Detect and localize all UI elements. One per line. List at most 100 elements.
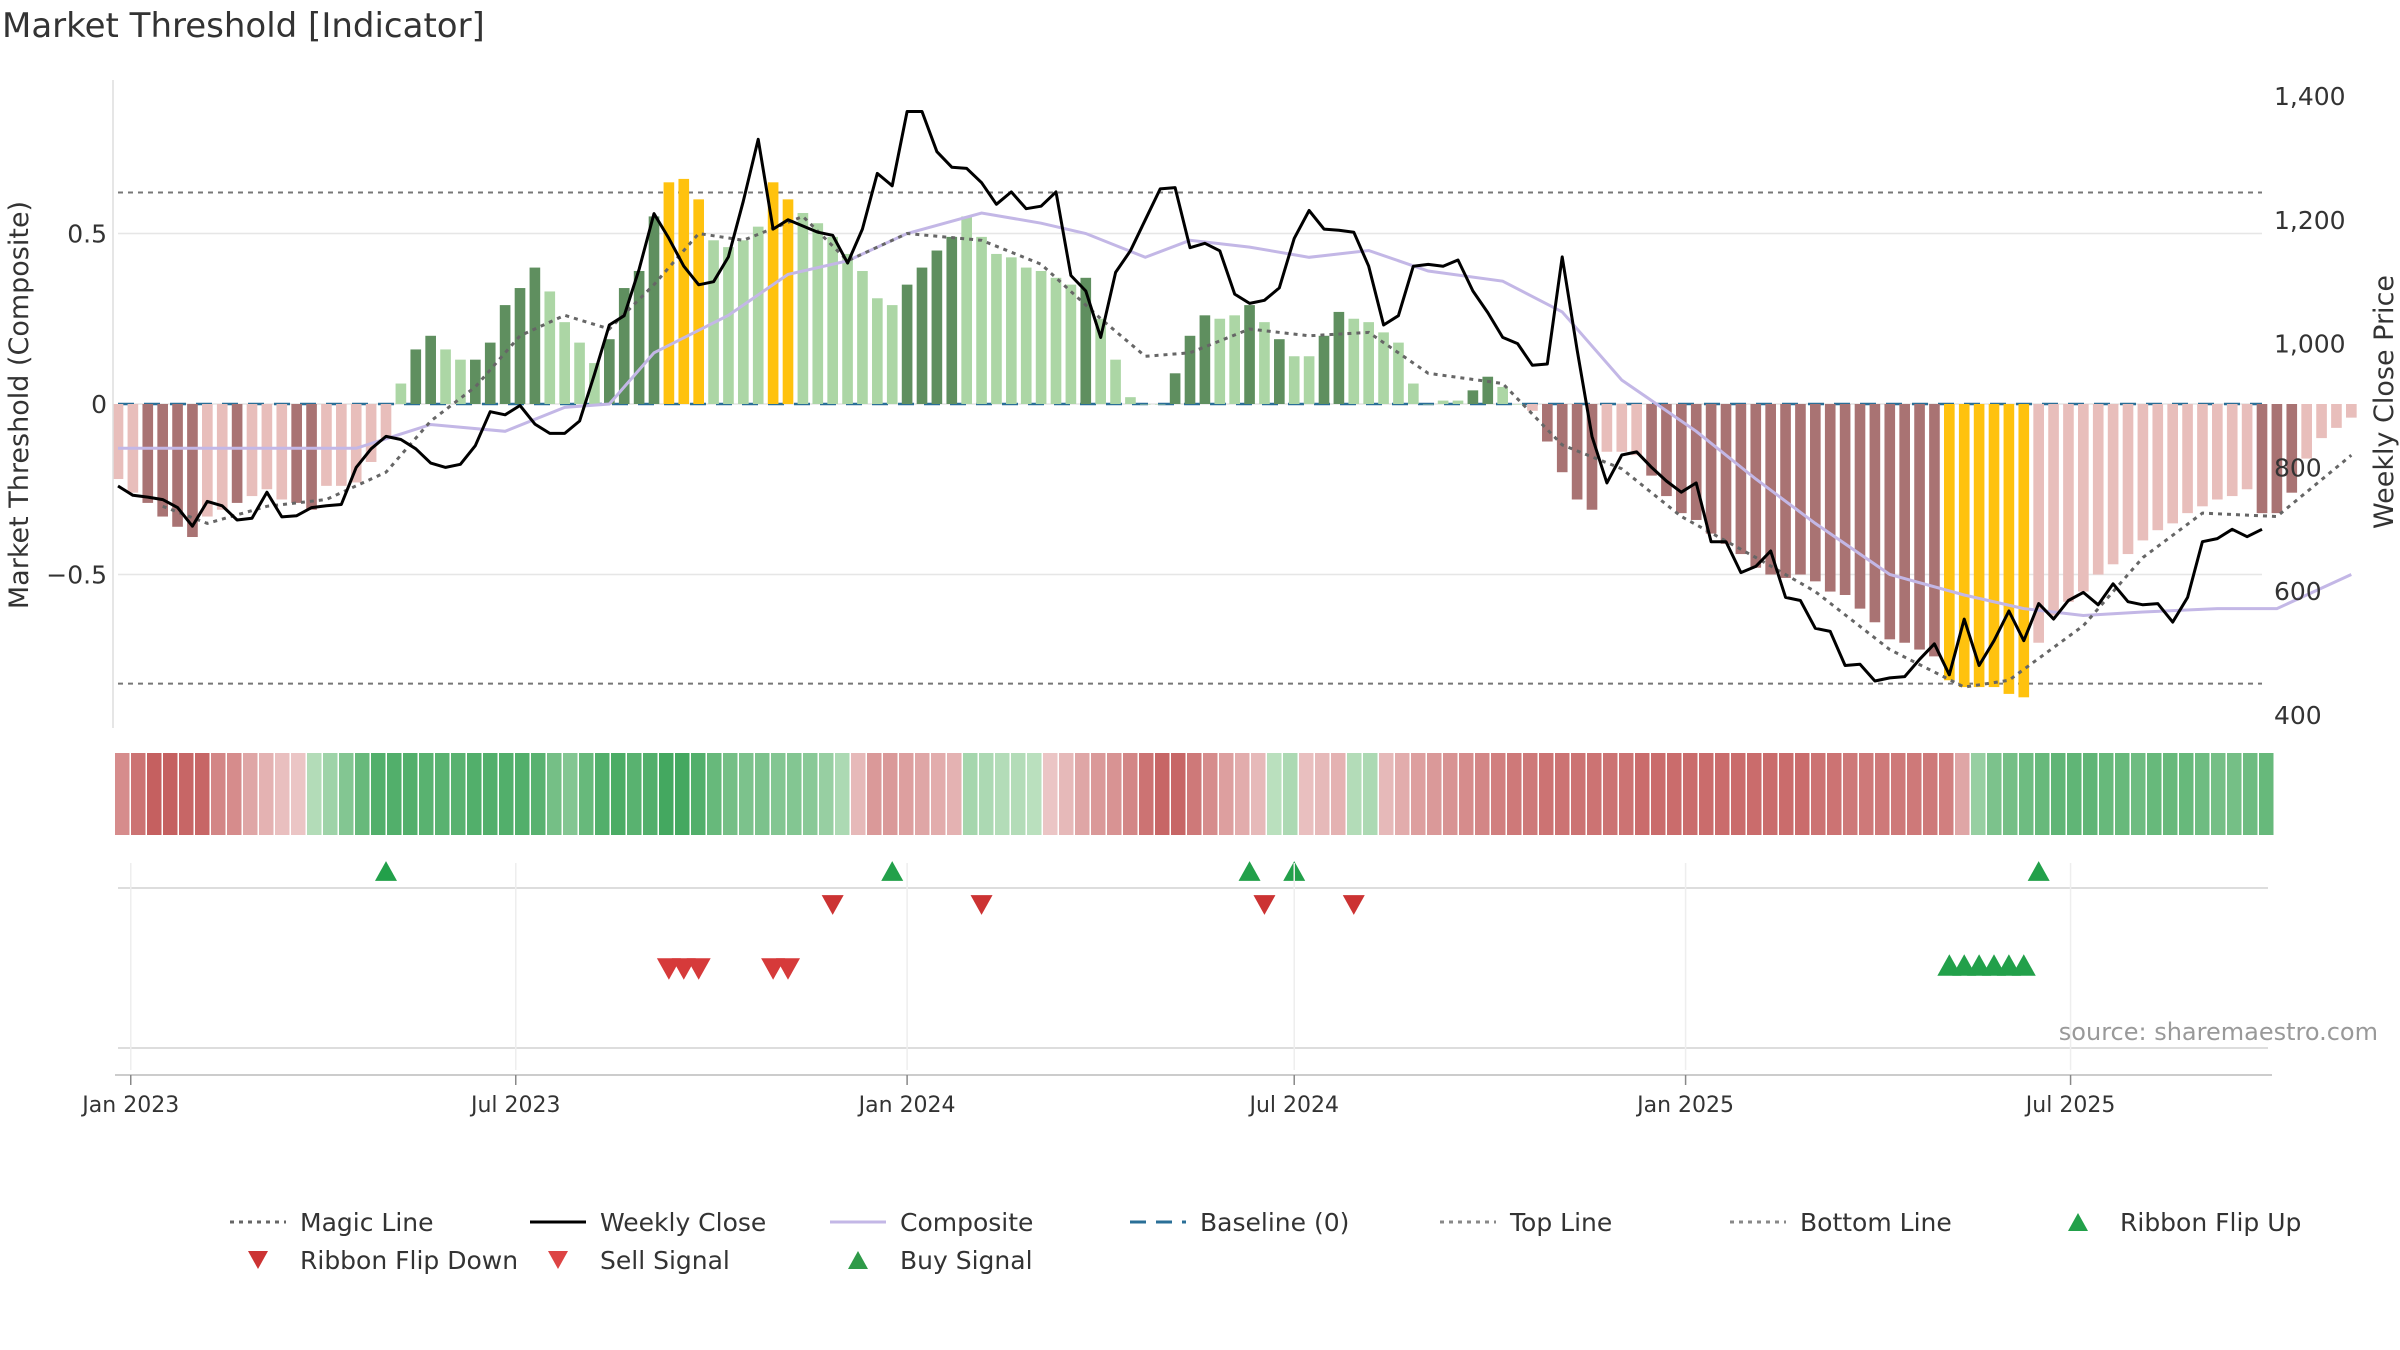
legend-item: Bottom Line bbox=[1730, 1205, 1952, 1239]
ribbon-cell bbox=[1971, 753, 1986, 835]
ribbon-cell bbox=[115, 753, 130, 835]
legend-swatch bbox=[230, 1220, 286, 1224]
composite-bar bbox=[2346, 404, 2357, 418]
sell-signal-marker bbox=[776, 958, 800, 980]
composite-bar bbox=[1020, 267, 1032, 404]
composite-bar bbox=[455, 359, 466, 404]
ribbon-cell bbox=[1555, 753, 1570, 835]
composite-bar bbox=[678, 178, 690, 404]
composite-bar bbox=[1154, 404, 1166, 405]
legend-swatch bbox=[1730, 1220, 1786, 1224]
ribbon-cell bbox=[995, 753, 1010, 835]
weekly-close-line bbox=[117, 110, 2263, 683]
composite-bar bbox=[2301, 404, 2312, 459]
y-tick-label: 0.5 bbox=[67, 219, 107, 248]
composite-bar bbox=[1854, 404, 1866, 609]
composite-bar bbox=[2063, 404, 2074, 602]
composite-line bbox=[118, 211, 2352, 618]
ribbon-cell bbox=[1411, 753, 1426, 835]
composite-bar bbox=[1318, 335, 1330, 404]
composite-bar bbox=[1556, 404, 1568, 473]
ribbon-cell bbox=[611, 753, 626, 835]
composite-bar bbox=[291, 404, 302, 503]
ribbon-cell bbox=[1843, 753, 1858, 835]
composite-bar bbox=[1780, 404, 1791, 578]
composite-bar bbox=[797, 213, 809, 404]
ribbon-cell bbox=[1459, 753, 1474, 835]
composite-bar bbox=[276, 404, 288, 500]
composite-bar bbox=[931, 250, 943, 404]
ribbon-cell bbox=[531, 753, 546, 835]
composite-bar bbox=[1140, 404, 1151, 405]
legend-label: Bottom Line bbox=[1800, 1207, 1952, 1237]
composite-bar bbox=[1690, 404, 1702, 520]
ribbon-flip-up-marker bbox=[1238, 861, 1261, 881]
composite-bar bbox=[202, 404, 213, 517]
line-series bbox=[117, 110, 2353, 689]
composite-bar bbox=[1839, 404, 1851, 595]
composite-bar bbox=[2152, 404, 2164, 531]
composite-bar bbox=[2137, 404, 2149, 541]
ribbon-cell bbox=[867, 753, 882, 835]
ribbon-cell bbox=[195, 753, 210, 835]
composite-bar bbox=[812, 223, 824, 404]
ribbon-cell bbox=[851, 753, 866, 835]
x-tick-label: Jan 2025 bbox=[1635, 1093, 1734, 1118]
ribbon-cell bbox=[947, 753, 962, 835]
ribbon-cell bbox=[1955, 753, 1970, 835]
legend-swatch bbox=[2068, 1213, 2088, 1231]
ribbon-cell bbox=[1331, 753, 1346, 835]
ribbon-cell bbox=[643, 753, 658, 835]
ribbon-cell bbox=[627, 753, 642, 835]
composite-bar bbox=[1824, 404, 1836, 592]
composite-bar bbox=[752, 226, 764, 404]
ribbon-cell bbox=[451, 753, 466, 835]
ribbon-cell bbox=[1571, 753, 1586, 835]
legend-swatch bbox=[830, 1220, 886, 1224]
y2-tick-label: 1,400 bbox=[2274, 82, 2346, 111]
ribbon-cell bbox=[1795, 753, 1810, 835]
composite-bar bbox=[946, 236, 958, 404]
composite-bar bbox=[2122, 404, 2134, 555]
composite-bar bbox=[216, 404, 228, 510]
composite-bar bbox=[2226, 404, 2238, 497]
composite-bar bbox=[2078, 404, 2089, 592]
ribbon-cell bbox=[1123, 753, 1138, 835]
ribbon-cell bbox=[1075, 753, 1090, 835]
composite-bar bbox=[2048, 404, 2059, 616]
composite-bar bbox=[827, 236, 838, 404]
ribbon-cell bbox=[1091, 753, 1106, 835]
ribbon-cell bbox=[659, 753, 674, 835]
composite-bar bbox=[365, 404, 377, 462]
y2-tick-label: 1,000 bbox=[2274, 330, 2346, 359]
composite-bar bbox=[767, 182, 779, 404]
ribbon-cell bbox=[819, 753, 834, 835]
composite-bar bbox=[618, 288, 630, 404]
ribbon-cell bbox=[1379, 753, 1394, 835]
chart-title: Market Threshold [Indicator] bbox=[2, 6, 485, 46]
legend-label: Ribbon Flip Up bbox=[2120, 1207, 2302, 1237]
composite-bar bbox=[514, 288, 526, 404]
legend-swatch bbox=[848, 1251, 868, 1269]
composite-bar bbox=[604, 339, 615, 404]
ribbon-cell bbox=[1251, 753, 1266, 835]
ribbon-cell bbox=[1315, 753, 1330, 835]
composite-bar bbox=[2331, 404, 2342, 428]
ribbon-cell bbox=[1683, 753, 1698, 835]
ribbon-cell bbox=[1859, 753, 1874, 835]
legend-swatch bbox=[548, 1251, 568, 1269]
ribbon-cell bbox=[723, 753, 738, 835]
ribbon-cell bbox=[2147, 753, 2162, 835]
legend-label: Composite bbox=[900, 1207, 1034, 1237]
composite-bar bbox=[886, 305, 898, 404]
ribbon-cell bbox=[1027, 753, 1042, 835]
legend-item: Ribbon Flip Down bbox=[230, 1243, 518, 1277]
composite-bar bbox=[2018, 404, 2030, 698]
ribbon-cell bbox=[1507, 753, 1522, 835]
composite-bar bbox=[1795, 404, 1806, 575]
composite-bar bbox=[574, 342, 585, 404]
ribbon-cell bbox=[1699, 753, 1714, 835]
composite-bar bbox=[901, 284, 913, 404]
ribbon-cell bbox=[2179, 753, 2194, 835]
